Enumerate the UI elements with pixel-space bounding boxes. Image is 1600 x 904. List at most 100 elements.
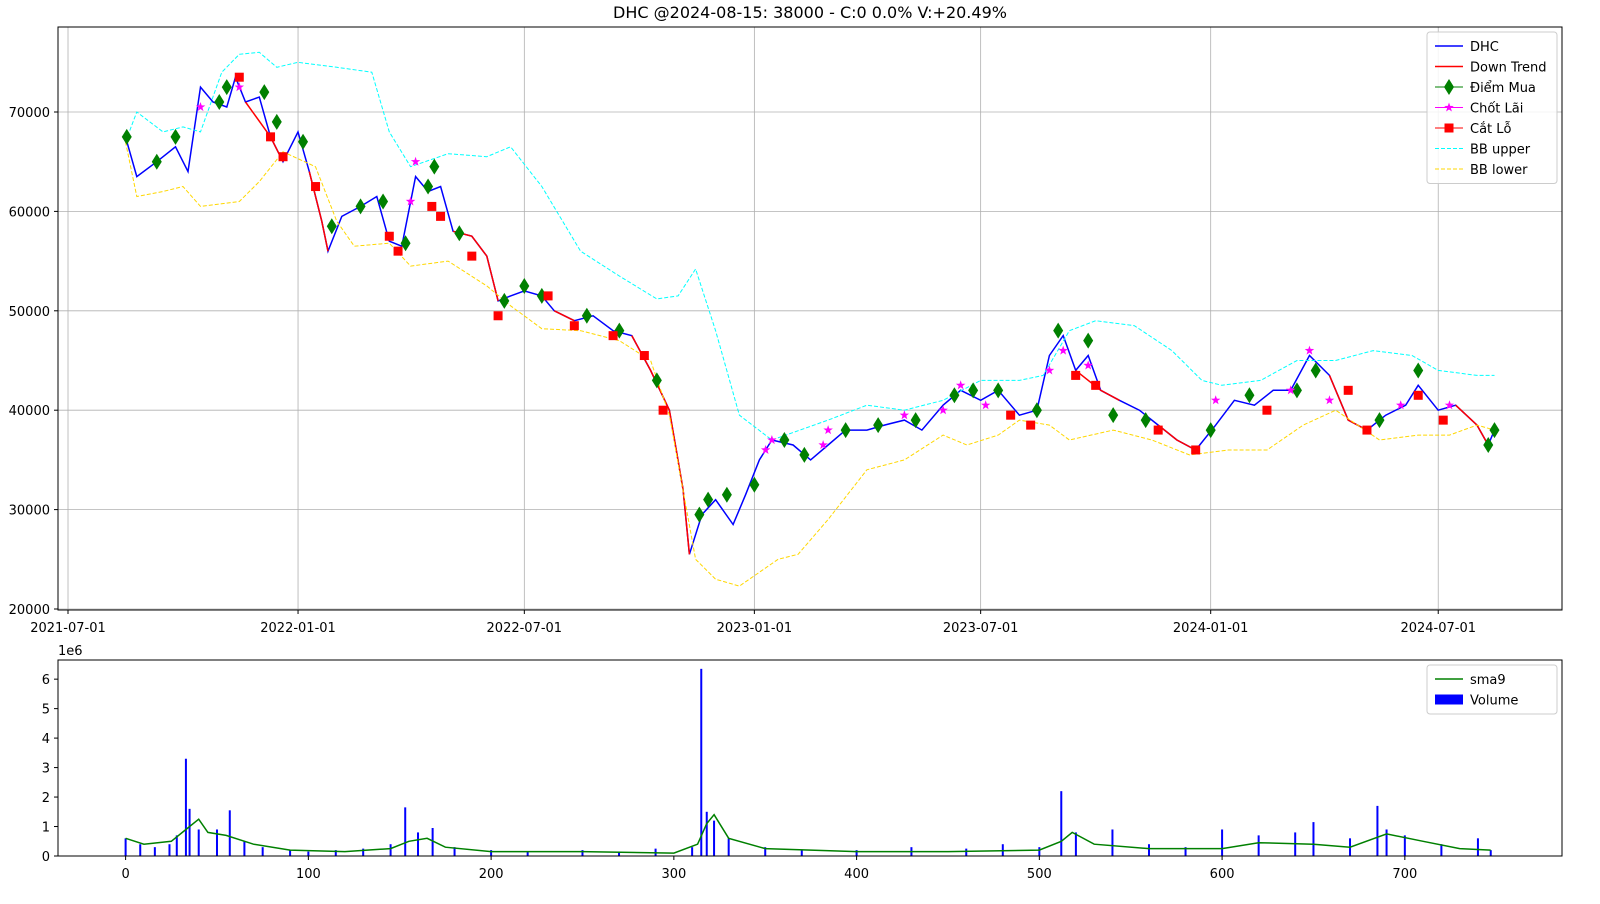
volume-bar	[362, 848, 365, 856]
volume-bar	[139, 844, 142, 856]
y-tick-label: 50000	[9, 305, 50, 320]
stop-loss-marker	[1071, 370, 1081, 380]
y-tick-label: 70000	[9, 106, 50, 121]
buy-marker	[221, 79, 232, 96]
volume-bar	[243, 841, 246, 856]
x-tick-label: 2023-01-01	[717, 621, 793, 636]
buy-marker	[499, 292, 510, 309]
buy-marker	[799, 446, 810, 463]
volume-bar	[153, 847, 156, 856]
plot-area	[124, 51, 1496, 587]
buy-marker	[910, 412, 921, 429]
volume-bar	[1376, 805, 1379, 856]
buy-marker	[779, 432, 790, 449]
stop-loss-marker	[266, 132, 276, 142]
x-tick-label: 2023-07-01	[943, 621, 1019, 636]
volume-bar	[581, 850, 584, 856]
x-tick-label: 2022-07-01	[487, 621, 563, 636]
buy-marker	[378, 193, 389, 210]
take-profit-marker	[1083, 360, 1093, 370]
buy-marker	[519, 277, 530, 294]
x-tick-label: 300	[661, 867, 686, 882]
take-profit-marker	[1444, 400, 1455, 410]
line-series	[125, 51, 1495, 441]
buy-marker	[873, 417, 884, 434]
legend-label: Chốt Lãi	[1470, 102, 1523, 117]
volume-bar	[1221, 829, 1224, 856]
volume-bar	[1257, 835, 1260, 856]
x-tick-label: 100	[296, 867, 321, 882]
stop-loss-marker	[1026, 420, 1036, 430]
volume-bar	[705, 811, 708, 856]
stop-loss-marker	[278, 152, 288, 162]
x-tick-label: 2024-07-01	[1400, 621, 1476, 636]
volume-bar	[334, 850, 337, 856]
stop-loss-marker	[1362, 425, 1372, 435]
chart-title: DHC @2024-08-15: 38000 - C:0 0.0% V:+20.…	[613, 3, 1007, 22]
take-profit-marker	[760, 445, 771, 454]
legend-swatch	[1435, 694, 1463, 705]
take-profit-marker	[1324, 395, 1335, 405]
legend-marker	[1444, 79, 1454, 95]
buy-marker	[1489, 422, 1500, 439]
x-tick-label: 600	[1210, 867, 1235, 882]
y-tick-label: 3	[42, 762, 50, 777]
buy-marker	[121, 128, 132, 145]
take-profit-marker	[1210, 395, 1221, 405]
volume-bar	[307, 851, 310, 856]
legend-label: BB upper	[1470, 143, 1531, 158]
line-series	[553, 310, 575, 322]
y-tick-label: 2	[42, 791, 50, 806]
stop-loss-marker	[639, 351, 649, 361]
stop-loss-marker	[1343, 385, 1353, 395]
stop-loss-marker	[543, 291, 553, 301]
take-profit-marker	[234, 82, 244, 92]
buy-marker	[651, 372, 662, 389]
volume-bar	[526, 851, 529, 856]
x-tick-label: 2024-01-01	[1173, 621, 1249, 636]
plot-frame	[58, 660, 1562, 856]
volume-bar	[289, 850, 292, 856]
stop-loss-marker	[1006, 410, 1016, 420]
stop-loss-marker	[608, 331, 618, 341]
y-tick-label: 6	[42, 673, 50, 688]
volume-bar	[124, 838, 127, 856]
take-profit-marker	[955, 380, 966, 390]
plot-area	[124, 668, 1492, 856]
stop-loss-marker	[393, 246, 403, 256]
legend-label: Cắt Lỗ	[1470, 122, 1512, 137]
buy-marker	[454, 225, 465, 242]
buy-marker	[840, 422, 851, 439]
volume-bar	[1440, 844, 1443, 856]
volume-bar	[713, 820, 716, 856]
buy-marker	[1291, 382, 1302, 399]
stop-loss-marker	[234, 72, 244, 82]
volume-bar	[417, 832, 420, 856]
volume-bar	[1111, 829, 1114, 856]
volume-bar	[215, 829, 218, 856]
line-series	[125, 141, 1495, 587]
volume-bar	[1489, 850, 1492, 856]
take-profit-marker	[767, 435, 777, 445]
take-profit-marker	[899, 410, 910, 420]
line-series	[1075, 369, 1120, 401]
legend-label: BB lower	[1470, 163, 1528, 178]
legend-label: Điểm Mua	[1470, 81, 1536, 96]
volume-bar	[453, 847, 456, 856]
buy-marker	[1483, 436, 1494, 453]
buy-marker	[1310, 362, 1321, 379]
stop-loss-marker	[1262, 405, 1272, 415]
buy-marker	[429, 158, 440, 175]
buy-marker	[326, 218, 337, 235]
take-profit-marker	[1396, 400, 1406, 410]
x-tick-label: 400	[844, 867, 869, 882]
axes-frame	[57, 659, 1563, 857]
volume-bar	[228, 810, 231, 856]
plot-frame	[58, 27, 1562, 610]
volume-bar	[1184, 847, 1187, 856]
buy-marker	[721, 486, 732, 503]
volume-bar	[855, 850, 858, 856]
buy-marker	[1205, 422, 1216, 439]
buy-marker	[993, 382, 1004, 399]
volume-bar	[691, 847, 694, 856]
